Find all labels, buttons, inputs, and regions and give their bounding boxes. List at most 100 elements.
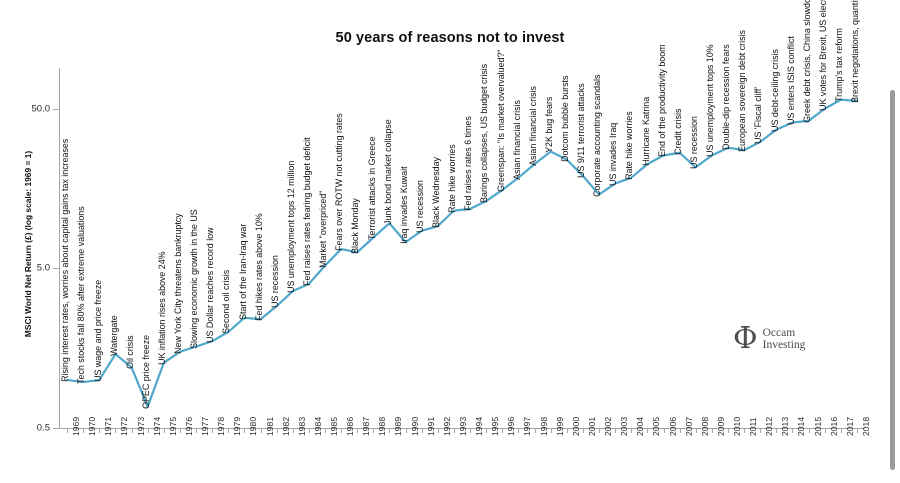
chart-annotation: Fears over ROTW not cutting rates [334, 113, 345, 252]
x-axis-tick [421, 428, 423, 433]
chart-annotation: Greenspan: "Is market overvalued?" [495, 49, 506, 192]
chart-annotation: European sovereign debt crisis [737, 30, 748, 153]
chart-annotation: Black Wednesday [431, 157, 442, 228]
x-axis-tick [292, 428, 294, 433]
x-axis-tick [437, 428, 439, 433]
x-axis-tick-label: 1985 [328, 416, 339, 436]
x-axis-tick [599, 428, 601, 433]
chart-annotation: Asian financial crisis [511, 99, 522, 180]
x-axis-tick-label: 2009 [715, 416, 726, 436]
chart-annotation: Junk bond market collapse [382, 119, 393, 226]
chart-annotation: Iraq invades Kuwait [398, 166, 409, 245]
x-axis-tick [582, 428, 584, 433]
chart-annotation: Terrorist attacks in Greece [366, 135, 377, 240]
x-axis-ticks-and-labels: 1969 1970 1971 1972 1973 1974 1975 1976 1977 1978… [59, 417, 871, 483]
chart-annotation: Brexit negotiations, quantitative tighte… [850, 0, 861, 103]
chart-annotation: Y2K bug fears [543, 97, 554, 154]
chart-annotation: Greek debt crisis, China slowdown [801, 0, 812, 123]
x-axis-tick-label: 1972 [119, 416, 130, 436]
x-axis-tick-label: 1987 [361, 416, 372, 436]
y-axis-tick-label: 0.5 [36, 422, 50, 434]
chart-annotation: Rising interest rates, worries about cap… [60, 138, 71, 382]
x-axis-tick [615, 428, 617, 433]
x-axis-tick [389, 428, 391, 433]
x-axis-tick [760, 428, 762, 433]
vertical-scrollbar-thumb[interactable] [890, 90, 895, 470]
x-axis-tick-label: 2018 [860, 416, 871, 436]
x-axis-tick-label: 1998 [538, 416, 549, 436]
chart-annotation: US recession [689, 116, 700, 170]
logo-line-2: Investing [762, 339, 806, 351]
logo-line-1: Occam [762, 326, 796, 339]
x-axis-tick-label: 1979 [232, 416, 243, 436]
x-axis-tick-label: 1973 [135, 416, 146, 436]
x-axis-tick [196, 428, 198, 433]
chart-annotation: New York City threatens bankruptcy [173, 213, 184, 354]
x-axis-tick-label: 1977 [200, 416, 211, 436]
chart-annotation: Asian financial crisis [527, 86, 538, 166]
x-axis-tick-label: 2016 [828, 416, 839, 436]
x-axis-tick [792, 428, 794, 433]
chart-annotation: Barings collapses, US budget crisis [479, 63, 490, 203]
x-axis-tick [324, 428, 326, 433]
chart-annotation: Second oil crisis [221, 269, 232, 334]
x-axis-tick-label: 2012 [764, 416, 775, 436]
x-axis-tick [566, 428, 568, 433]
x-axis-tick-label: 2008 [699, 416, 710, 436]
x-axis-tick [308, 428, 310, 433]
chart-annotation: Fed raises rates fearing budget deficit [302, 137, 313, 286]
x-axis-tick-label: 2004 [635, 416, 646, 436]
x-axis-tick [115, 428, 117, 433]
x-axis-tick-label: 1990 [409, 416, 420, 436]
x-axis-tick-label: 2003 [619, 416, 630, 436]
x-axis-tick-label: 1984 [312, 416, 323, 436]
x-axis-tick [341, 428, 343, 433]
x-axis-tick [470, 428, 472, 433]
occam-investing-logo: Φ Occam Investing [733, 321, 806, 356]
chart-annotation: US wage and price freeze [92, 279, 103, 382]
y-axis-tick [53, 268, 59, 270]
y-axis-tick [53, 428, 59, 429]
x-axis-tick [179, 428, 181, 433]
x-axis-tick-label: 1969 [71, 416, 82, 436]
x-axis-tick [163, 428, 165, 433]
chart-annotation: Watergate [108, 315, 119, 357]
logo-text-block: Occam Investing [763, 327, 806, 352]
x-axis-tick-label: 1983 [296, 416, 307, 436]
x-axis-tick [244, 428, 246, 433]
chart-annotation: US enters ISIS conflict [785, 35, 796, 125]
x-axis-tick-label: 2001 [586, 416, 597, 436]
x-axis-tick [373, 428, 375, 433]
x-axis-tick-label: 2011 [748, 417, 759, 436]
x-axis-tick [228, 428, 230, 433]
x-axis-tick-label: 1988 [377, 416, 388, 436]
x-axis-tick-label: 1981 [264, 416, 275, 436]
x-axis-tick-label: 1997 [522, 416, 533, 436]
chart-annotation: US recession [414, 179, 425, 233]
chart-annotation: US recession [269, 255, 280, 309]
chart-annotation: US invades Iraq [608, 122, 619, 186]
x-axis-tick-label: 1989 [393, 416, 404, 436]
series-line-msci-world-net-return [65, 98, 859, 408]
x-axis-tick [486, 428, 488, 433]
phi-symbol-icon: Φ [733, 321, 758, 356]
chart-annotation: Fed raises rates 6 times [463, 116, 474, 211]
x-axis-tick [405, 428, 407, 433]
vertical-scrollbar-track[interactable] [886, 0, 900, 483]
chart-annotation: Market "overpriced" [318, 190, 329, 268]
x-axis-tick [808, 428, 810, 433]
x-axis-tick-label: 2007 [683, 416, 694, 436]
chart-annotation: Credit crisis [672, 108, 683, 155]
x-axis-tick [131, 428, 133, 433]
y-axis-tick-label: 50.0 [31, 103, 51, 115]
x-axis-tick [550, 428, 552, 433]
x-axis-tick [744, 428, 746, 433]
chart-annotation: US unemployment tops 10% [705, 44, 716, 158]
x-axis-tick-label: 1992 [441, 416, 452, 436]
chart-annotation: Trump's tax reform [834, 27, 845, 102]
chart-annotation: UK votes for Brexit, US elects Trump [817, 0, 828, 111]
chart-annotation: Oil crisis [124, 335, 135, 370]
chart-annotation: US unemployment tops 12 million [286, 160, 297, 294]
x-axis-tick [83, 428, 85, 433]
